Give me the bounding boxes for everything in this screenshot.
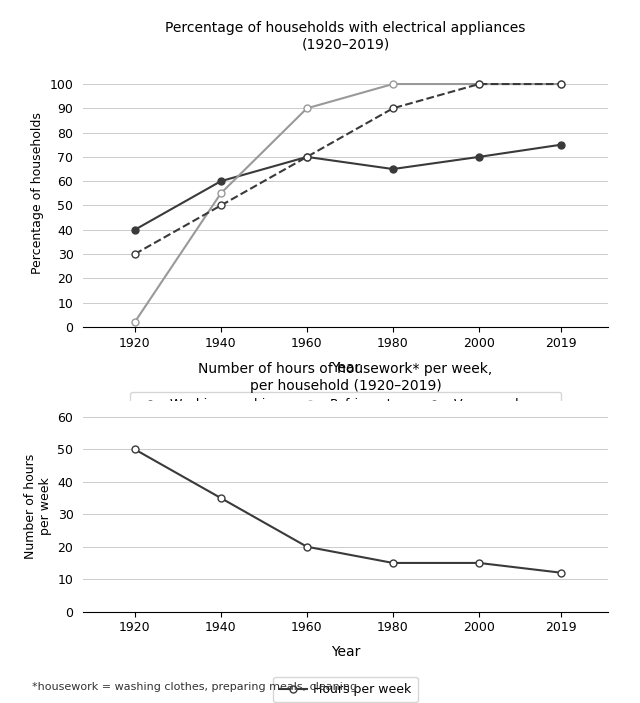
Title: Percentage of households with electrical appliances
(1920–2019): Percentage of households with electrical… (165, 22, 526, 51)
Text: *housework = washing clothes, preparing meals, cleaning: *housework = washing clothes, preparing … (32, 683, 357, 692)
Y-axis label: Number of hours
per week: Number of hours per week (24, 453, 52, 559)
Title: Number of hours of housework* per week,
per household (1920–2019): Number of hours of housework* per week, … (198, 363, 493, 392)
X-axis label: Year: Year (331, 645, 360, 659)
Y-axis label: Percentage of households: Percentage of households (31, 112, 44, 274)
X-axis label: Year: Year (331, 361, 360, 375)
Legend: Hours per week: Hours per week (273, 677, 418, 702)
Legend: Washing machine, Refrigerator, Vacuum cleaner: Washing machine, Refrigerator, Vacuum cl… (130, 392, 561, 418)
